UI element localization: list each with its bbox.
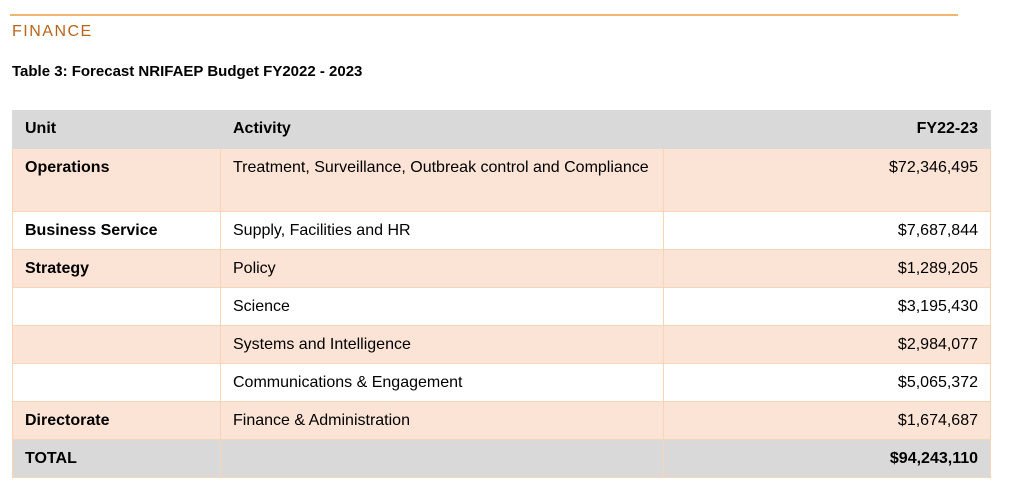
column-header: Activity	[220, 110, 664, 149]
table-row: Directorate Finance & Administration $1,67…	[12, 401, 991, 440]
top-rule	[10, 14, 958, 16]
unit-cell: Directorate	[12, 401, 221, 440]
table-row: Systems and Intelligence $2,984,077	[12, 325, 991, 364]
table-row: Business Service Supply, Facilities and H…	[12, 211, 991, 250]
section-label: FINANCE	[12, 23, 93, 40]
unit-cell: TOTAL	[12, 439, 221, 478]
activity-cell	[220, 439, 664, 478]
amount-cell: $1,674,687	[663, 401, 991, 440]
header-row: Unit Activity FY22-23	[12, 110, 991, 149]
amount-cell: $72,346,495	[663, 148, 991, 212]
activity-cell: Science	[220, 287, 664, 326]
amount-cell: $2,984,077	[663, 325, 991, 364]
unit-cell	[12, 363, 221, 402]
table-row: TOTAL $94,243,110	[12, 439, 991, 478]
amount-cell: $7,687,844	[663, 211, 991, 250]
budget-table: Unit Activity FY22-23 Operations Treatmen…	[12, 110, 991, 478]
unit-cell: Business Service	[12, 211, 221, 250]
table-row: Operations Treatment, Surveillance, Outbr…	[12, 148, 991, 212]
amount-cell: $1,289,205	[663, 249, 991, 288]
activity-cell: Policy	[220, 249, 664, 288]
column-header: FY22-23	[663, 110, 991, 149]
table-row: Communications & Engagement $5,065,372	[12, 363, 991, 402]
activity-cell: Communications & Engagement	[220, 363, 664, 402]
unit-cell	[12, 287, 221, 326]
activity-cell: Supply, Facilities and HR	[220, 211, 664, 250]
column-header: Unit	[12, 110, 221, 149]
activity-cell: Finance & Administration	[220, 401, 664, 440]
activity-cell: Treatment, Surveillance, Outbreak contro…	[220, 148, 664, 212]
table-row: Science $3,195,430	[12, 287, 991, 326]
table-body: Operations Treatment, Surveillance, Outbr…	[12, 148, 991, 478]
unit-cell: Operations	[12, 148, 221, 212]
table-title: Table 3: Forecast NRIFAEP Budget FY2022 …	[12, 63, 363, 80]
activity-cell: Systems and Intelligence	[220, 325, 664, 364]
amount-cell: $94,243,110	[663, 439, 991, 478]
unit-cell	[12, 325, 221, 364]
table-row: Strategy Policy $1,289,205	[12, 249, 991, 288]
amount-cell: $3,195,430	[663, 287, 991, 326]
unit-cell: Strategy	[12, 249, 221, 288]
amount-cell: $5,065,372	[663, 363, 991, 402]
